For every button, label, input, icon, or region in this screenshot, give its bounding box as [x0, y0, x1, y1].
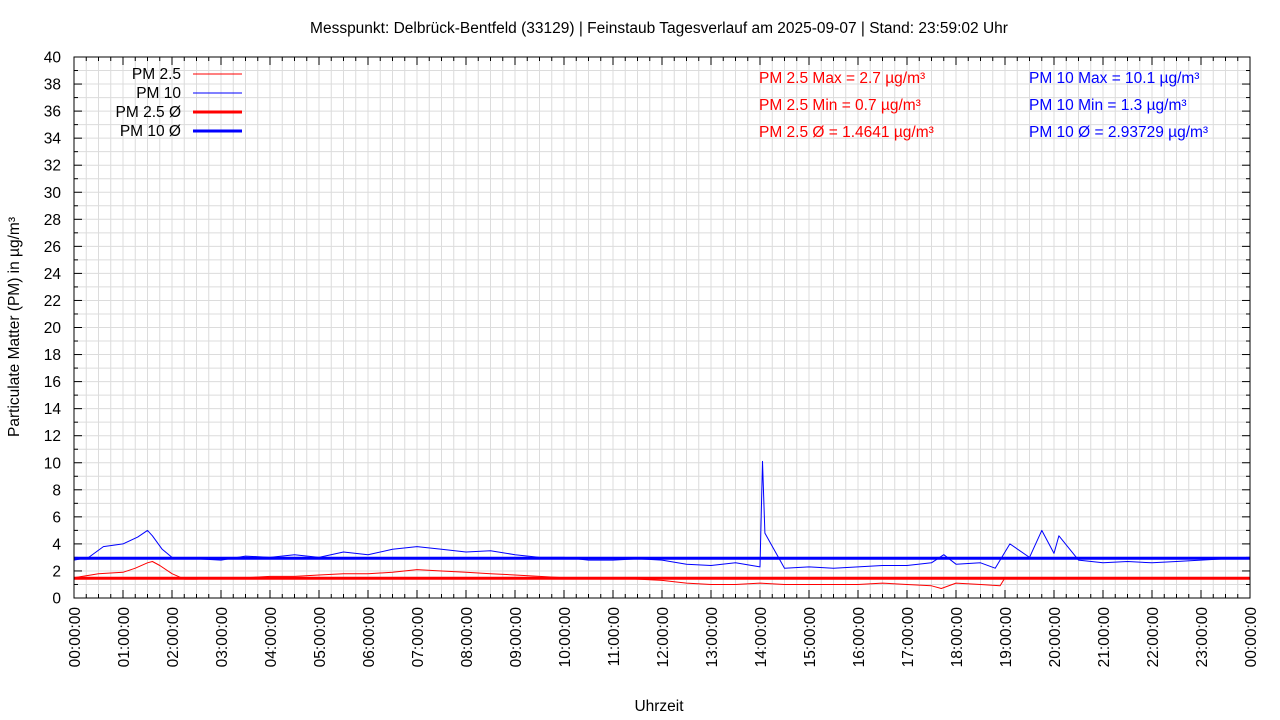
y-tick-label: 16	[44, 374, 61, 391]
x-tick-label: 04:00:00	[263, 607, 280, 668]
x-tick-label: 00:00:00	[67, 607, 84, 668]
x-tick-label: 13:00:00	[704, 607, 721, 668]
plot-frame	[73, 56, 1251, 599]
x-tick-label: 15:00:00	[802, 607, 819, 668]
x-tick-label: 01:00:00	[116, 607, 133, 668]
x-tick-label: 14:00:00	[753, 607, 770, 668]
y-tick-label: 18	[44, 347, 61, 364]
pm10-stat-label: PM 10 Max = 10.1 µg/m³	[1029, 70, 1199, 87]
x-tick-label: 12:00:00	[655, 607, 672, 668]
x-tick-label: 17:00:00	[900, 607, 917, 668]
series-layer	[73, 460, 1251, 589]
x-tick-label: 20:00:00	[1047, 607, 1064, 668]
x-tick-label: 23:00:00	[1194, 607, 1211, 668]
x-tick-label: 16:00:00	[851, 607, 868, 668]
y-tick-label: 26	[44, 239, 61, 256]
pm10-stat-label: PM 10 Min = 1.3 µg/m³	[1029, 97, 1187, 114]
series-line	[73, 460, 1251, 569]
x-tick-label: 08:00:00	[459, 607, 476, 668]
x-tick-labels: 00:00:00 01:00:00 02:00:00 03:00:00 04:00:00…	[67, 607, 1260, 668]
y-tick-label: 38	[44, 77, 61, 94]
y-tick-label: 12	[44, 428, 61, 445]
x-tick-label: 07:00:00	[410, 607, 427, 668]
y-tick-label: 34	[44, 131, 62, 148]
y-tick-label: 28	[44, 212, 61, 229]
x-tick-label: 00:00:00	[1243, 607, 1260, 668]
legend: PM 2.5 PM 10 PM 2.5 Ø PM 10 Ø	[116, 66, 242, 140]
y-tick-label: 40	[44, 50, 62, 67]
x-tick-label: 11:00:00	[606, 607, 623, 667]
y-tick-label: 22	[44, 293, 61, 310]
x-tick-label: 03:00:00	[214, 607, 231, 668]
x-tick-label: 18:00:00	[949, 607, 966, 668]
y-tick-label: 10	[44, 455, 62, 472]
x-axis-label: Uhrzeit	[634, 698, 684, 715]
grid	[73, 56, 1251, 599]
x-tick-label: 19:00:00	[998, 607, 1015, 668]
x-tick-label: 06:00:00	[361, 607, 378, 668]
x-tick-label: 10:00:00	[557, 607, 574, 668]
stats-annotations: PM 2.5 Max = 2.7 µg/m³ PM 2.5 Min = 0.7 µ…	[759, 70, 1208, 141]
pm25-stat-label: PM 2.5 Max = 2.7 µg/m³	[759, 70, 925, 87]
y-tick-label: 6	[52, 509, 61, 526]
y-axis-label: Particulate Matter (PM) in µg/m³	[6, 217, 23, 437]
y-tick-label: 2	[52, 563, 61, 580]
x-tick-label: 21:00:00	[1096, 607, 1113, 668]
legend-label: PM 10	[136, 85, 181, 102]
pm10-stat-label: PM 10 Ø = 2.93729 µg/m³	[1029, 124, 1208, 141]
x-tick-label: 02:00:00	[165, 607, 182, 668]
pm25-stat-label: PM 2.5 Min = 0.7 µg/m³	[759, 97, 921, 114]
x-tick-label: 09:00:00	[508, 607, 525, 668]
x-tick-label: 22:00:00	[1145, 607, 1162, 668]
y-tick-label: 32	[44, 158, 61, 175]
legend-label: PM 2.5	[132, 66, 181, 83]
pm25-stat-label: PM 2.5 Ø = 1.4641 µg/m³	[759, 124, 934, 141]
y-tick-label: 0	[52, 591, 61, 608]
y-tick-label: 30	[44, 185, 62, 202]
legend-label: PM 10 Ø	[120, 123, 181, 140]
y-tick-label: 14	[44, 401, 62, 418]
y-tick-label: 8	[52, 482, 61, 499]
legend-label: PM 2.5 Ø	[116, 104, 181, 121]
y-tick-label: 36	[44, 104, 61, 121]
x-tick-label: 05:00:00	[312, 607, 329, 668]
y-tick-label: 24	[44, 266, 62, 283]
chart-title: Messpunkt: Delbrück-Bentfeld (33129) | F…	[310, 20, 1008, 37]
y-tick-label: 4	[52, 536, 61, 553]
y-tick-label: 20	[44, 320, 62, 337]
